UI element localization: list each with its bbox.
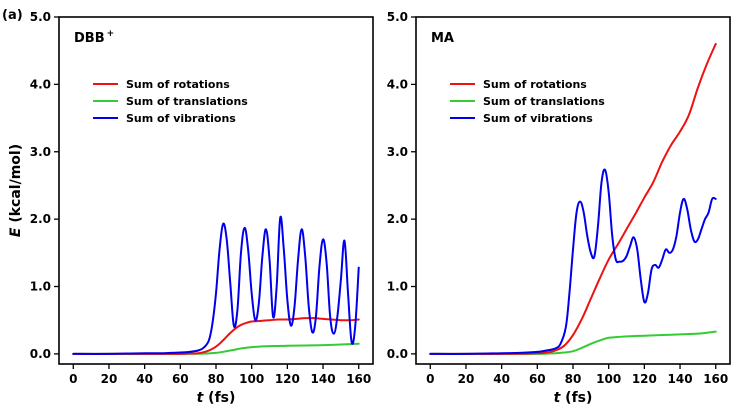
x-axis-label-variable: t [554, 390, 562, 406]
x-tick-label: 140 [311, 372, 336, 386]
legend-label: Sum of translations [483, 95, 605, 108]
x-tick-label: 0 [426, 372, 434, 386]
chart-title: DBB + [74, 29, 114, 46]
chart-title: MA [431, 31, 454, 46]
series-line-sum-of-translations [72, 342, 360, 355]
y-axis-label: E (kcal/mol) [8, 144, 24, 237]
x-tick-label: 160 [703, 372, 728, 386]
plot-frame [58, 16, 374, 365]
x-tick-label: 60 [529, 372, 546, 386]
y-tick-label: 5.0 [30, 10, 51, 24]
chart-panel-2: 0 20 40 60 80 100 120 140 160 0.0 1.0 2.0 3.0 4.0 5.0 t… [387, 10, 731, 406]
chart-title-main: DBB [74, 31, 105, 46]
series-line-sum-of-rotations [72, 317, 360, 355]
legend-label: Sum of rotations [483, 78, 587, 91]
y-tick-label: 4.0 [387, 77, 408, 91]
series-line-sum-of-rotations [429, 42, 717, 355]
y-axis-label-variable: E [8, 227, 24, 237]
y-tick-label: 2.0 [387, 212, 408, 226]
panel-label: (a) [2, 8, 23, 23]
x-axis-label-unit: (fs) [203, 390, 235, 406]
x-tick-label: 120 [275, 372, 300, 386]
x-tick-label: 20 [458, 372, 475, 386]
x-tick-label: 60 [172, 372, 189, 386]
x-tick-label: 0 [69, 372, 77, 386]
legend: Sum of rotations Sum of translations Sum o… [93, 78, 248, 125]
legend-label: Sum of translations [126, 95, 248, 108]
chart-title-superscript: + [107, 29, 115, 39]
y-tick-label: 1.0 [387, 280, 408, 294]
legend-label: Sum of vibrations [483, 112, 593, 125]
y-axis-label-unit: (kcal/mol) [8, 144, 24, 228]
x-tick-label: 80 [565, 372, 582, 386]
x-axis-label: t (fs) [554, 390, 593, 406]
x-tick-label: 40 [493, 372, 510, 386]
x-tick-label: 160 [346, 372, 371, 386]
y-tick-label: 4.0 [30, 77, 51, 91]
y-tick-label: 2.0 [30, 212, 51, 226]
y-tick-label: 0.0 [387, 347, 408, 361]
series-line-sum-of-vibrations [429, 168, 717, 355]
chart-panel-1: 0 20 40 60 80 100 120 140 160 0.0 1.0 2.0 3.0 4.0 5.0 t… [8, 10, 374, 406]
chart-title-main: MA [431, 31, 454, 46]
y-tick-label: 3.0 [387, 145, 408, 159]
x-axis-label: t (fs) [197, 390, 236, 406]
x-tick-label: 20 [101, 372, 118, 386]
x-tick-label: 100 [239, 372, 264, 386]
legend-label: Sum of vibrations [126, 112, 236, 125]
x-axis-label-unit: (fs) [560, 390, 592, 406]
y-tick-label: 1.0 [30, 280, 51, 294]
legend-label: Sum of rotations [126, 78, 230, 91]
y-tick-label: 5.0 [387, 10, 408, 24]
x-axis-label-variable: t [197, 390, 205, 406]
x-tick-label: 80 [208, 372, 225, 386]
y-tick-label: 0.0 [30, 347, 51, 361]
x-tick-label: 40 [136, 372, 153, 386]
x-tick-label: 140 [668, 372, 693, 386]
legend: Sum of rotations Sum of translations Sum o… [450, 78, 605, 125]
x-tick-label: 100 [596, 372, 621, 386]
series-line-sum-of-vibrations [72, 215, 360, 355]
x-tick-label: 120 [632, 372, 657, 386]
y-tick-label: 3.0 [30, 145, 51, 159]
plot-frame [415, 16, 731, 365]
